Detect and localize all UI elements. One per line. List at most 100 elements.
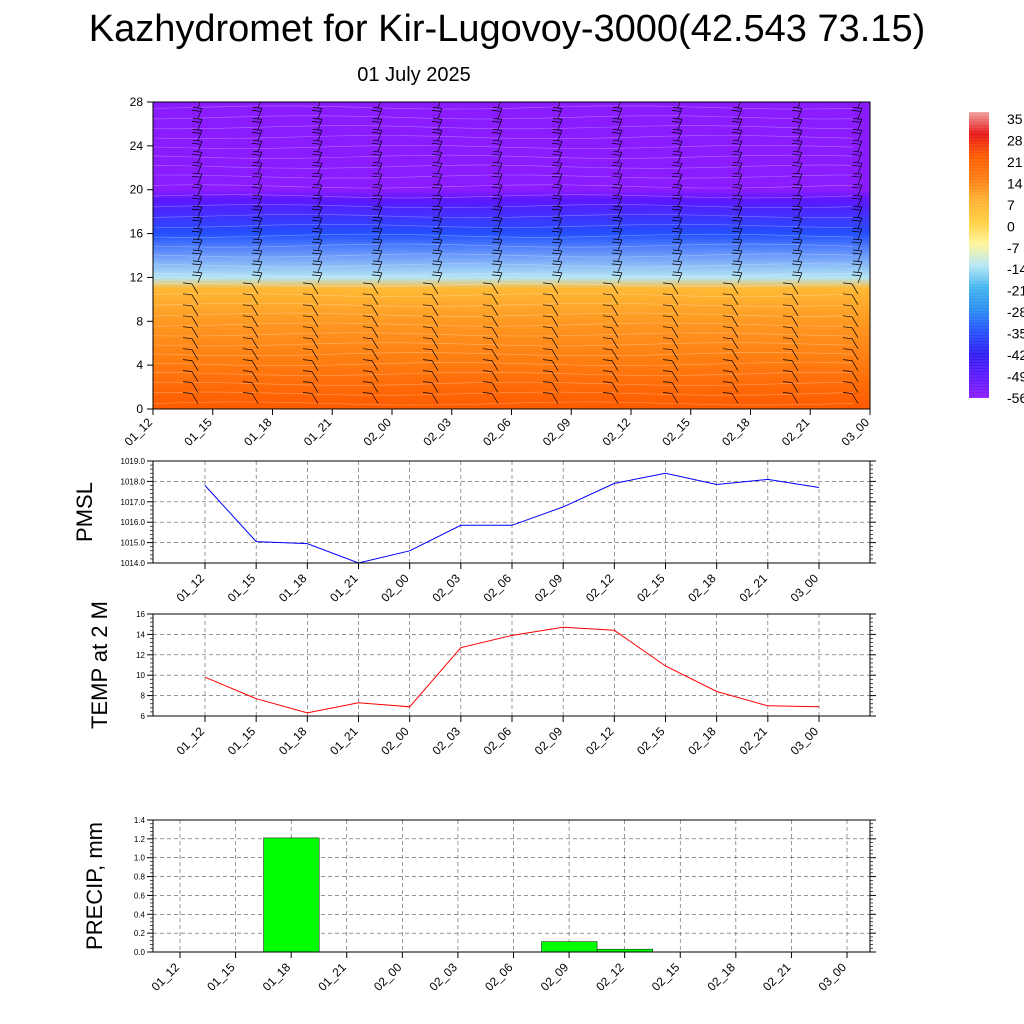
- wind-barb: [782, 392, 799, 404]
- wind-barb: [371, 183, 383, 196]
- temperature-field: [153, 102, 870, 409]
- wind-barb: [731, 183, 743, 196]
- wind-barb: [251, 129, 263, 141]
- wind-barb: [912, 118, 922, 129]
- wind-barb: [482, 348, 499, 360]
- wind-barb: [671, 260, 683, 273]
- wind-barb: [431, 183, 443, 196]
- wind-barb: [251, 205, 263, 218]
- page-subtitle: 01 July 2025: [357, 64, 471, 86]
- wind-barb: [791, 194, 803, 207]
- wind-barb: [671, 139, 683, 152]
- wind-barb: [302, 315, 319, 327]
- wind-barb: [302, 392, 319, 404]
- wind-barb: [251, 216, 263, 229]
- wind-barb: [662, 370, 679, 382]
- y-tick-label: 1.4: [134, 816, 146, 825]
- contour-line: [153, 194, 854, 199]
- wind-barb: [302, 304, 319, 316]
- wind-barb: [251, 271, 263, 284]
- y-tick-label: 1.2: [134, 835, 146, 844]
- wind-barb: [191, 249, 203, 262]
- wind-barb: [491, 260, 503, 273]
- wind-barb: [611, 271, 623, 284]
- wind-barb: [851, 172, 863, 185]
- contour-line: [153, 371, 854, 376]
- x-tick-label: 02_12: [583, 571, 617, 605]
- colorbar-label: -56: [1007, 390, 1024, 406]
- wind-barb: [842, 359, 859, 371]
- x-tick-label: 02_15: [634, 724, 668, 758]
- colorbar-label: 0: [1007, 218, 1015, 234]
- wind-barb: [242, 337, 259, 349]
- wind-barb: [671, 271, 683, 284]
- wind-barb: [782, 293, 799, 305]
- wind-barb: [842, 381, 859, 393]
- x-tick-label: 01_21: [315, 960, 349, 994]
- wind-barb: [422, 315, 439, 327]
- colorbar-label: -21: [1007, 283, 1024, 299]
- wind-barb: [482, 326, 499, 338]
- wind-barb: [482, 304, 499, 316]
- contour-line: [153, 154, 854, 159]
- wind-barb: [912, 140, 922, 151]
- wind-barb: [482, 392, 499, 404]
- wind-barb: [431, 172, 443, 185]
- wind-barb: [662, 359, 679, 371]
- contour-line: [153, 115, 854, 120]
- wind-barb: [491, 139, 503, 152]
- wind-barb: [422, 293, 439, 305]
- wind-barb: [912, 162, 922, 173]
- wind-barb: [251, 118, 263, 130]
- wind-barb: [482, 359, 499, 371]
- x-tick-label: 02_15: [649, 960, 683, 994]
- wind-barb: [611, 118, 623, 130]
- wind-barb: [602, 293, 619, 305]
- wind-barb: [191, 107, 203, 119]
- wind-barb: [371, 238, 383, 251]
- wind-barb: [362, 304, 379, 316]
- wind-barb: [722, 293, 739, 305]
- wind-barb: [242, 326, 259, 338]
- wind-barb: [542, 381, 559, 393]
- wind-barb: [851, 271, 863, 284]
- x-tick-label: 02_00: [371, 960, 405, 994]
- wind-barb: [903, 349, 918, 360]
- wind-barb: [551, 227, 563, 240]
- y-tick-label: 1016.0: [121, 518, 146, 527]
- wind-barb: [251, 227, 263, 240]
- x-tick-label: 02_12: [600, 415, 634, 449]
- contour-line: [153, 214, 854, 218]
- wind-barb: [191, 227, 203, 240]
- wind-barb: [851, 249, 863, 262]
- wind-barb: [242, 348, 259, 360]
- contour-lines: [153, 105, 854, 406]
- wind-barb: [602, 348, 619, 360]
- wind-barb: [182, 392, 199, 404]
- x-tick-label: 02_00: [378, 724, 412, 758]
- wind-barb: [662, 293, 679, 305]
- x-tick-label: 01_12: [174, 724, 208, 758]
- wind-barb: [491, 227, 503, 240]
- y-tick-label: 28: [130, 95, 144, 109]
- x-tick-label: 01_12: [174, 571, 208, 605]
- y-tick-label: 4: [136, 358, 143, 372]
- wind-barb: [242, 304, 259, 316]
- y-tick-label: 8: [136, 314, 143, 328]
- wind-barb: [191, 238, 203, 251]
- wind-barb: [191, 172, 203, 185]
- wind-barb: [722, 392, 739, 404]
- wind-barb: [491, 216, 503, 229]
- colorbar-ramp: [969, 112, 989, 398]
- x-tick-label: 03_00: [839, 415, 873, 449]
- x-tick-label: 02_06: [482, 960, 516, 994]
- wind-barb: [912, 97, 922, 108]
- y-tick-label: 12: [130, 270, 144, 284]
- x-tick-label: 01_15: [225, 571, 259, 605]
- wind-barb: [551, 161, 563, 174]
- wind-barb: [722, 348, 739, 360]
- wind-barb: [662, 326, 679, 338]
- wind-barb: [851, 227, 863, 240]
- wind-barb: [731, 118, 743, 130]
- x-tick-label: 02_09: [532, 724, 566, 758]
